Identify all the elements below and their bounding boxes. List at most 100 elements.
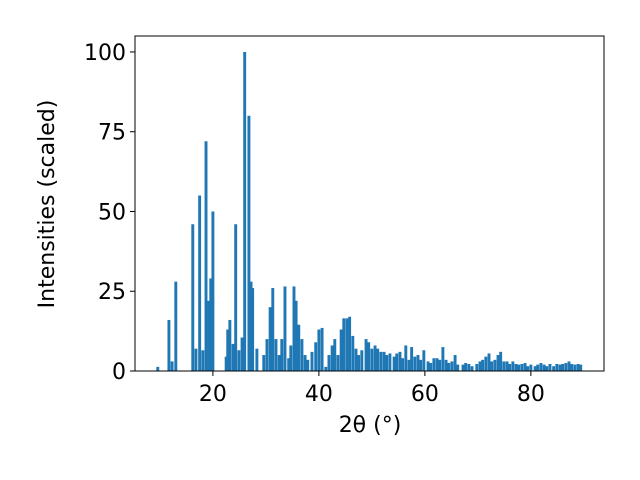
bar bbox=[475, 363, 479, 371]
x-tick-label: 40 bbox=[305, 382, 333, 407]
bar bbox=[555, 363, 559, 371]
bar bbox=[416, 355, 420, 371]
bar bbox=[268, 307, 272, 371]
bar bbox=[487, 353, 491, 371]
bar bbox=[467, 363, 471, 371]
bar bbox=[410, 347, 414, 371]
bar bbox=[461, 364, 465, 371]
bar bbox=[444, 359, 448, 371]
bar bbox=[274, 339, 278, 371]
bar bbox=[523, 363, 527, 371]
bar bbox=[226, 329, 230, 371]
bar bbox=[499, 351, 503, 371]
bar bbox=[198, 195, 202, 371]
bar bbox=[548, 363, 552, 371]
x-tick-label: 20 bbox=[199, 382, 227, 407]
bar bbox=[484, 356, 488, 371]
bar bbox=[438, 359, 442, 371]
x-axis-label: 2θ (°) bbox=[339, 413, 402, 438]
bar bbox=[167, 319, 171, 371]
bar bbox=[287, 358, 291, 371]
bar bbox=[478, 361, 482, 371]
bar bbox=[542, 364, 546, 371]
bar bbox=[237, 350, 241, 371]
bar bbox=[404, 345, 408, 371]
bar bbox=[401, 358, 405, 371]
bar bbox=[360, 350, 364, 371]
bar bbox=[201, 350, 205, 371]
bar bbox=[320, 327, 324, 371]
bar bbox=[502, 361, 506, 371]
bar bbox=[490, 361, 494, 371]
bar bbox=[330, 345, 334, 371]
bar bbox=[570, 363, 574, 371]
bar bbox=[413, 356, 417, 371]
bar bbox=[292, 286, 296, 371]
bar bbox=[265, 339, 269, 371]
bar bbox=[558, 364, 562, 371]
bar bbox=[373, 345, 377, 371]
bar bbox=[432, 358, 436, 371]
bar bbox=[207, 300, 211, 371]
y-tick-label: 0 bbox=[112, 360, 126, 385]
bar bbox=[567, 361, 571, 371]
bar bbox=[564, 363, 568, 371]
bar bbox=[300, 339, 304, 371]
bar bbox=[243, 51, 247, 371]
bar bbox=[262, 355, 266, 371]
bar bbox=[336, 355, 340, 371]
bar bbox=[351, 335, 355, 371]
bar bbox=[435, 358, 439, 371]
bar bbox=[419, 359, 423, 371]
bar bbox=[170, 361, 174, 371]
bar bbox=[539, 363, 543, 371]
bar bbox=[370, 348, 374, 371]
bar bbox=[174, 281, 178, 371]
bar bbox=[224, 356, 228, 371]
bar bbox=[303, 355, 307, 371]
bar bbox=[470, 366, 474, 371]
plot-frame bbox=[134, 35, 605, 372]
bar bbox=[429, 363, 433, 371]
bar bbox=[228, 319, 232, 371]
bar bbox=[426, 361, 430, 371]
bar bbox=[314, 342, 318, 371]
bar bbox=[249, 281, 253, 371]
bar bbox=[271, 288, 275, 371]
bar bbox=[398, 351, 402, 371]
bar bbox=[333, 339, 337, 371]
bar bbox=[392, 356, 396, 371]
y-tick-label: 100 bbox=[84, 41, 126, 66]
bar bbox=[395, 353, 399, 371]
bar bbox=[545, 366, 549, 371]
bar bbox=[493, 359, 497, 371]
bar bbox=[456, 364, 460, 371]
bar bbox=[357, 355, 361, 371]
bar bbox=[576, 363, 580, 371]
bar bbox=[247, 115, 251, 371]
bar bbox=[526, 366, 530, 371]
bar bbox=[297, 324, 301, 371]
bar bbox=[382, 351, 386, 371]
bar bbox=[376, 348, 380, 371]
bar bbox=[234, 224, 238, 371]
bar bbox=[204, 141, 208, 371]
bar bbox=[310, 351, 314, 371]
bar bbox=[191, 224, 195, 371]
bar bbox=[579, 364, 583, 371]
x-tick-label: 80 bbox=[517, 382, 545, 407]
bar bbox=[379, 351, 383, 371]
y-tick-label: 75 bbox=[98, 121, 126, 146]
bar bbox=[354, 348, 358, 371]
bar bbox=[324, 366, 328, 371]
bar bbox=[367, 342, 371, 371]
bar bbox=[529, 364, 533, 371]
bar bbox=[327, 355, 331, 371]
bar bbox=[552, 366, 556, 371]
bar bbox=[251, 288, 255, 371]
bar bbox=[573, 364, 577, 371]
bar bbox=[481, 359, 485, 371]
bar bbox=[240, 337, 244, 371]
bar bbox=[520, 363, 524, 371]
